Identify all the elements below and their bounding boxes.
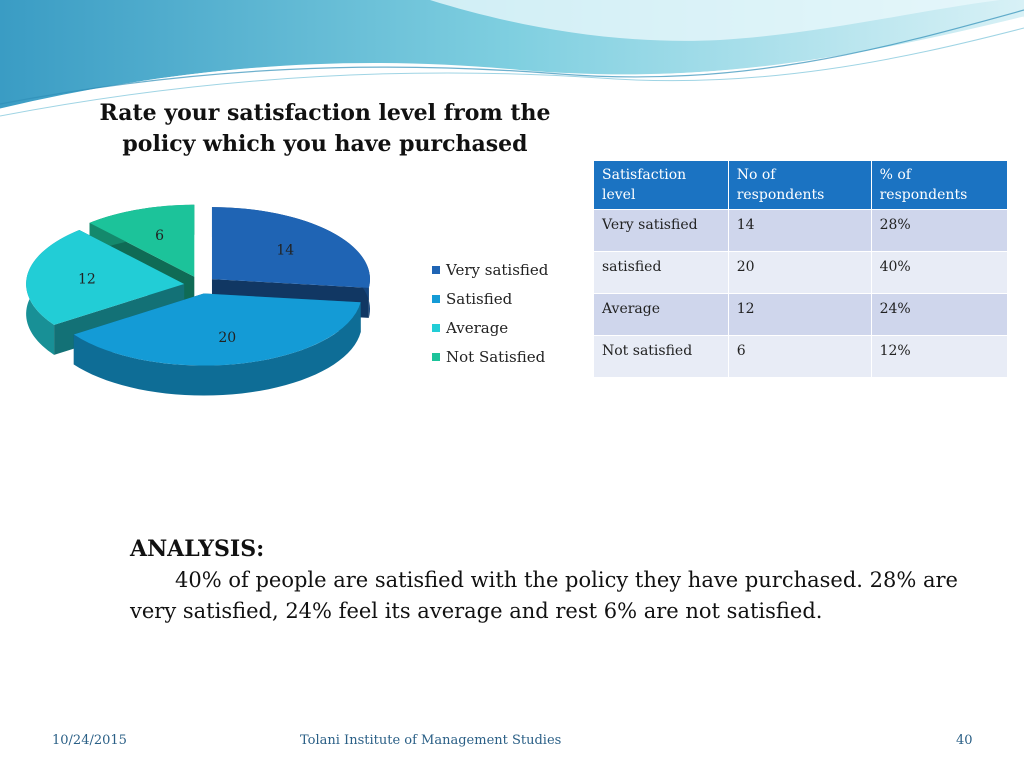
pie-slice-not-satisfied bbox=[89, 204, 195, 277]
satisfaction-table: Satisfaction level No of respondents % o… bbox=[593, 160, 1009, 378]
legend-label-satisfied: Satisfied bbox=[446, 289, 513, 308]
header-percent-of-respondents: % of respondents bbox=[870, 160, 1009, 210]
header-no-of-respondents: No of respondents bbox=[727, 160, 872, 210]
legend-label-average: Average bbox=[446, 318, 509, 337]
legend-item-average: Average bbox=[432, 313, 548, 342]
legend-item-not-satisfied: Not Satisfied bbox=[432, 342, 548, 371]
legend-item-very-satisfied: Very satisfied bbox=[432, 255, 548, 284]
pie-slice-rim-satisfied bbox=[73, 302, 361, 396]
slide-footer: 10/24/2015 Tolani Institute of Managemen… bbox=[0, 733, 1024, 753]
pie-slice-average bbox=[26, 230, 185, 325]
analysis-text: 40% of people are satisfied with the pol… bbox=[130, 568, 958, 623]
chart-legend: Very satisfied Satisfied Average Not Sat… bbox=[432, 255, 548, 371]
chart-title: Rate your satisfaction level from the po… bbox=[99, 100, 551, 157]
legend-label-very-satisfied: Very satisfied bbox=[446, 260, 549, 279]
table-row: Not satisfied 6 12% bbox=[593, 335, 1009, 378]
pie-slice-satisfied bbox=[73, 293, 361, 366]
table-cell: 28% bbox=[870, 209, 1009, 252]
pie-data-label-not-satisfied: 6 bbox=[155, 228, 164, 244]
header-wave-decoration bbox=[0, 0, 1024, 117]
pie-data-label-satisfied: 20 bbox=[218, 330, 236, 346]
analysis-heading: ANALYSIS: bbox=[130, 536, 265, 562]
table-cell: 20 bbox=[727, 251, 872, 294]
legend-label-not-satisfied: Not Satisfied bbox=[446, 347, 546, 366]
table-cell: 40% bbox=[870, 251, 1009, 294]
table-row: Average 12 24% bbox=[593, 293, 1009, 336]
legend-item-satisfied: Satisfied bbox=[432, 284, 548, 313]
pie-slice-very-satisfied bbox=[211, 207, 370, 288]
table-cell: 12% bbox=[870, 335, 1009, 378]
legend-swatch-average bbox=[432, 323, 440, 332]
table-cell: Not satisfied bbox=[593, 335, 729, 378]
footer-page-number: 40 bbox=[956, 733, 973, 748]
footer-date: 10/24/2015 bbox=[52, 733, 127, 748]
pie-data-label-very-satisfied: 14 bbox=[276, 243, 294, 259]
table-cell: satisfied bbox=[593, 251, 729, 294]
pie-data-label-average: 12 bbox=[78, 272, 96, 288]
table-cell: 24% bbox=[870, 293, 1009, 336]
header-satisfaction-level: Satisfaction level bbox=[593, 160, 729, 210]
table-cell: 14 bbox=[727, 209, 872, 252]
table-cell: 12 bbox=[727, 293, 872, 336]
table-cell: Average bbox=[593, 293, 729, 336]
table-row: Very satisfied 14 28% bbox=[593, 209, 1009, 252]
table-cell: 6 bbox=[727, 335, 872, 378]
legend-swatch-very-satisfied bbox=[432, 265, 440, 274]
table-row: satisfied 20 40% bbox=[593, 251, 1009, 294]
table-cell: Very satisfied bbox=[593, 209, 729, 252]
table-header-row: Satisfaction level No of respondents % o… bbox=[593, 160, 1009, 210]
pie-chart: 14 20 12 6 bbox=[26, 204, 370, 396]
legend-swatch-not-satisfied bbox=[432, 352, 440, 361]
legend-swatch-satisfied bbox=[432, 294, 440, 303]
analysis-section: ANALYSIS: 40% of people are satisfied wi… bbox=[130, 534, 990, 627]
footer-organization: Tolani Institute of Management Studies bbox=[300, 733, 562, 748]
